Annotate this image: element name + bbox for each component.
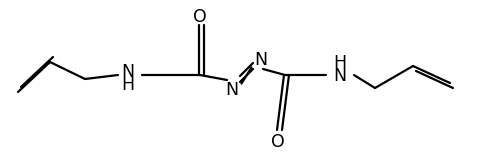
Text: N: N	[334, 67, 347, 85]
Text: N: N	[254, 51, 267, 69]
Text: N: N	[121, 63, 134, 81]
Text: O: O	[193, 8, 207, 26]
Text: N: N	[226, 81, 239, 99]
Text: O: O	[271, 133, 285, 151]
Text: H: H	[121, 76, 134, 94]
Text: H: H	[334, 54, 347, 72]
